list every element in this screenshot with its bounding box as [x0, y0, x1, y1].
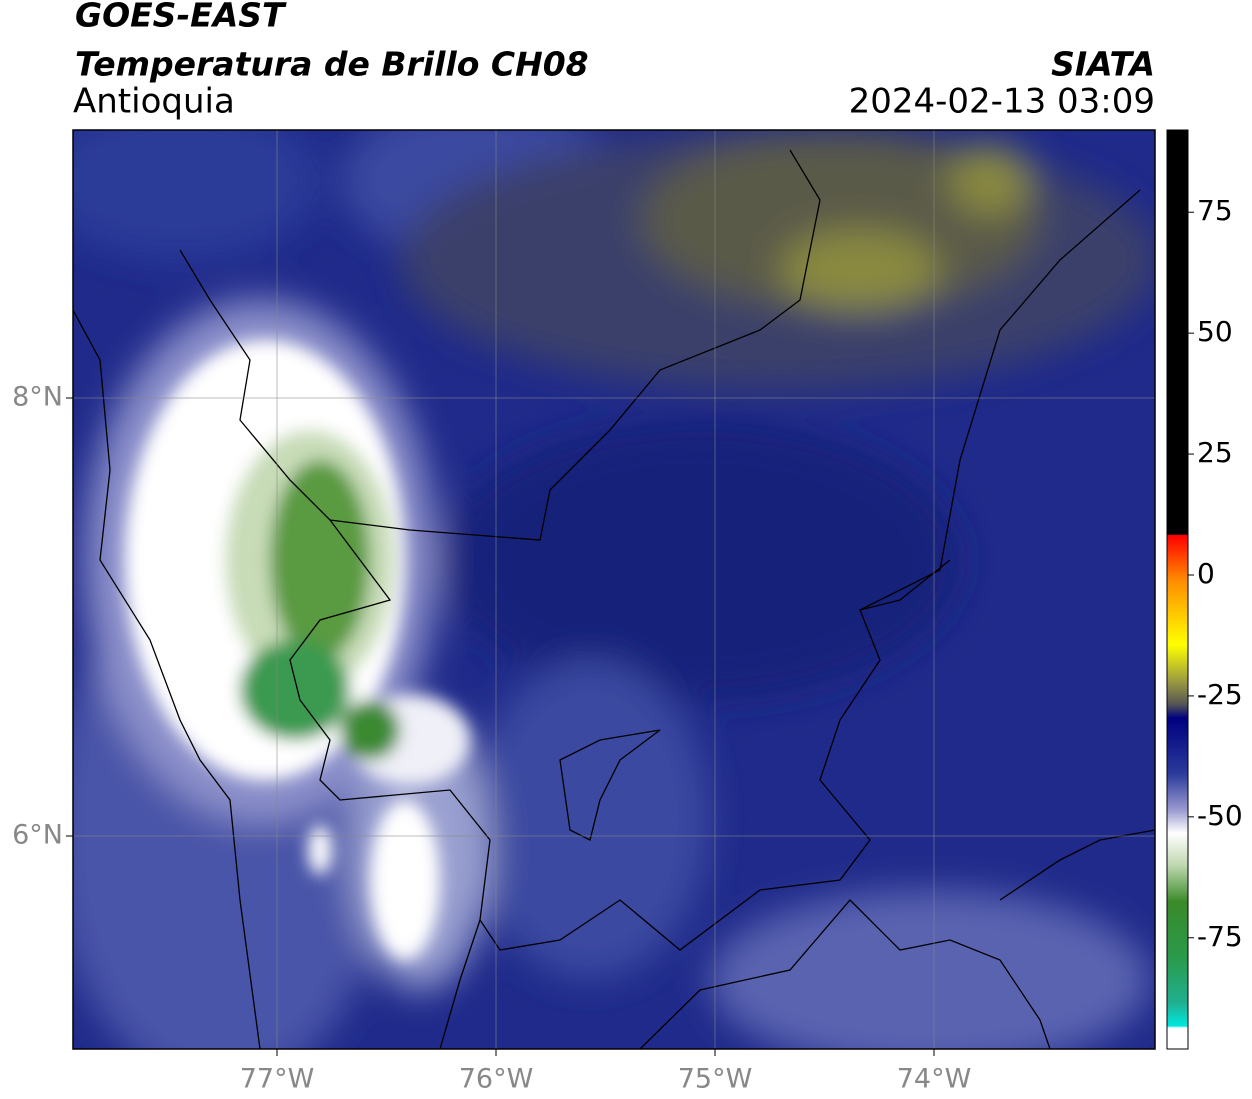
lat-label: 8°N	[12, 382, 63, 413]
region: Antioquia	[73, 82, 235, 122]
map-frame	[72, 129, 1156, 1050]
colorbar-label: 50	[1197, 315, 1233, 348]
colorbar-label: -25	[1197, 678, 1243, 711]
datetime: 2024-02-13 03:09	[849, 82, 1155, 122]
title: GOES-EAST	[75, 0, 287, 35]
lon-label: 75°W	[678, 1064, 753, 1095]
colorbar-label: 75	[1197, 194, 1233, 227]
colorbar-label: 0	[1197, 557, 1215, 590]
lon-label: 74°W	[897, 1064, 972, 1095]
source: SIATA	[1051, 45, 1155, 84]
lon-label: 77°W	[240, 1064, 315, 1095]
lon-label: 76°W	[459, 1064, 534, 1095]
lat-label: 6°N	[12, 820, 63, 851]
subtitle: Temperatura de Brillo CH08	[75, 45, 589, 84]
colorbar-label: -50	[1197, 799, 1243, 832]
colorbar-label: 25	[1197, 436, 1233, 469]
colorbar-label: -75	[1197, 920, 1243, 953]
colorbar	[1166, 129, 1189, 1050]
satellite-image	[73, 130, 1155, 1049]
